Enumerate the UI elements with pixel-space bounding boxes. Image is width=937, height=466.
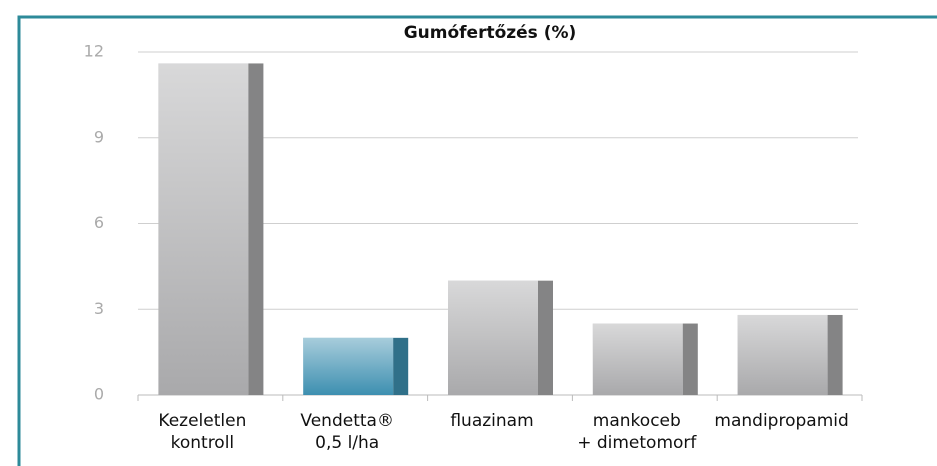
bar-side — [248, 63, 264, 395]
x-tick-label: fluazinam — [450, 411, 534, 431]
bar-shine — [737, 314, 828, 395]
bar-side — [393, 337, 409, 395]
y-tick-label: 9 — [94, 127, 104, 146]
y-tick-label: 12 — [84, 42, 104, 61]
frame — [17, 15, 937, 466]
x-tick-label: mandipropamid — [714, 411, 849, 431]
y-tick-label: 6 — [94, 213, 104, 232]
x-tick-label: Kezeletlen kontroll — [158, 411, 247, 453]
bar-shine — [448, 280, 538, 395]
x-tick-label: mankoceb + dimetomorf — [577, 411, 697, 453]
x-tick-label: Vendetta® 0,5 l/ha — [300, 411, 394, 453]
bar-side — [538, 280, 553, 395]
y-tick-label: 0 — [94, 385, 104, 404]
bar-side — [827, 314, 843, 395]
chart-title: Gumófertőzés (%) — [404, 23, 577, 43]
bar-side — [682, 323, 698, 395]
bar-shine — [303, 337, 394, 395]
bar-shine — [592, 323, 683, 395]
bar-shine — [158, 63, 249, 395]
y-tick-label: 3 — [94, 299, 104, 318]
